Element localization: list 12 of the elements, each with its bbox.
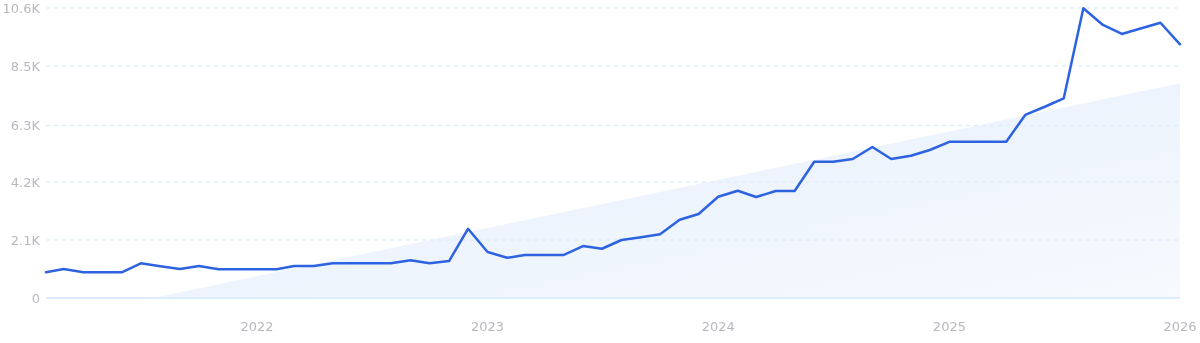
x-tick-label: 2024 [701, 319, 735, 334]
x-tick-label: 2025 [932, 319, 966, 334]
x-tick-label: 2026 [1163, 319, 1197, 334]
y-tick-label: 6.3K [10, 118, 41, 134]
x-tick-label: 2022 [240, 319, 274, 334]
y-tick-label: 4.2K [10, 174, 41, 190]
line-series [44, 7, 1182, 274]
x-tick-label: 2023 [471, 319, 505, 334]
y-tick-label: 10.6K [2, 0, 41, 16]
y-tick-label: 8.5K [10, 58, 41, 74]
y-tick-label: 2.1K [10, 232, 41, 248]
y-tick-label: 0 [31, 290, 40, 306]
